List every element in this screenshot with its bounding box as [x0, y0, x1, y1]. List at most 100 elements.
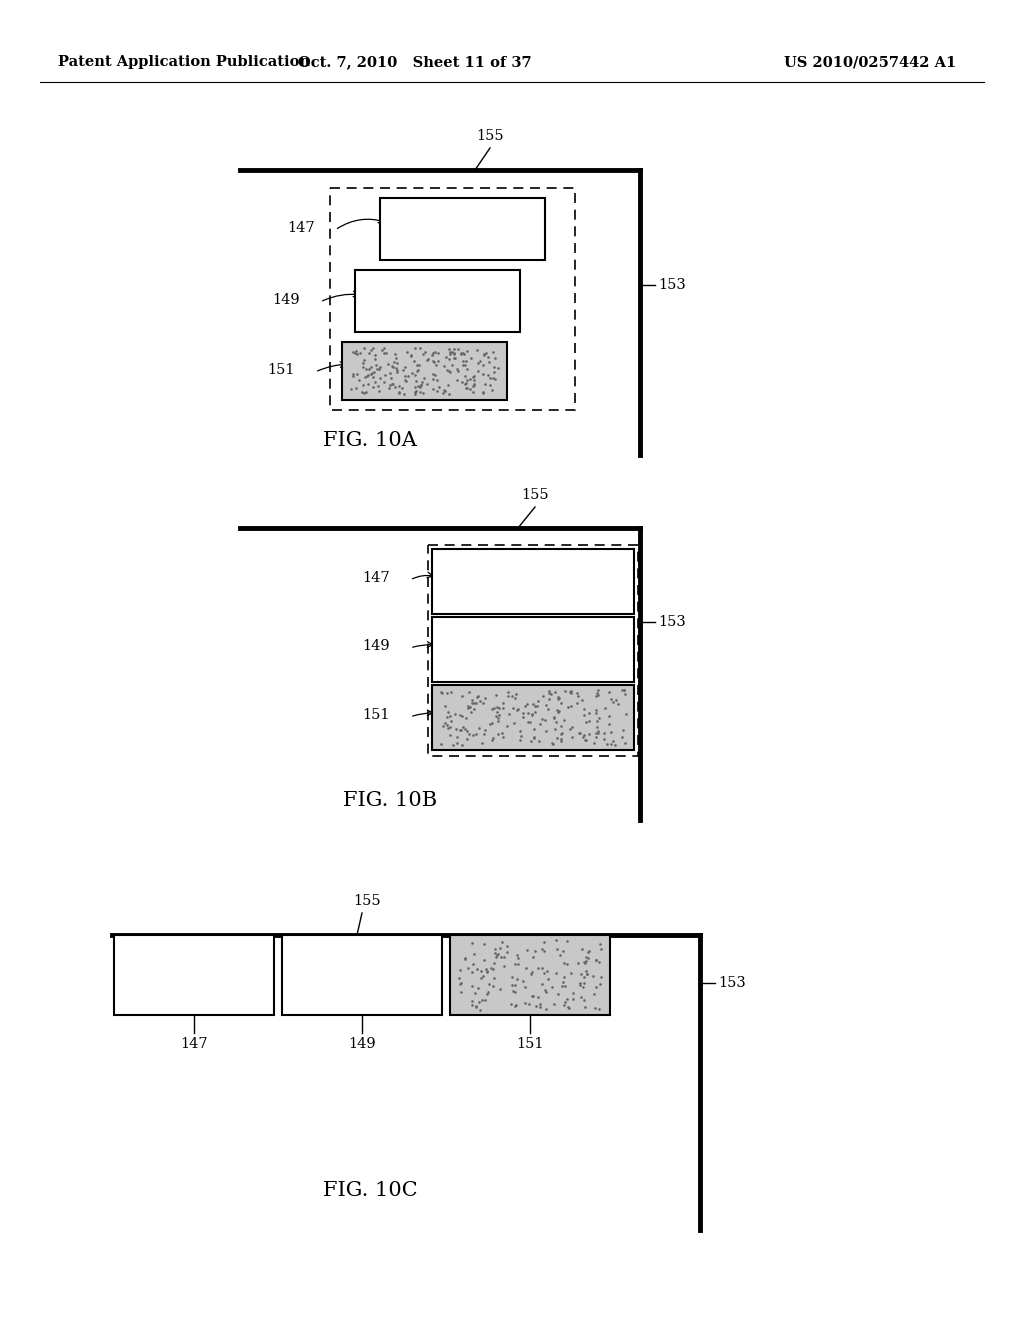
Point — [475, 383, 492, 404]
Point — [593, 966, 609, 987]
Point — [407, 376, 423, 397]
Point — [362, 339, 379, 360]
Point — [549, 939, 565, 960]
Point — [560, 997, 577, 1018]
Point — [411, 354, 427, 375]
Point — [494, 931, 510, 952]
Point — [608, 690, 625, 711]
Text: 151: 151 — [362, 708, 390, 722]
Point — [389, 359, 406, 380]
Point — [462, 368, 478, 389]
Point — [472, 351, 488, 372]
Point — [459, 378, 475, 399]
Point — [484, 729, 501, 750]
Point — [437, 696, 454, 717]
Point — [348, 363, 365, 384]
Point — [587, 998, 603, 1019]
Point — [374, 339, 390, 360]
Point — [588, 685, 604, 706]
Point — [501, 704, 517, 725]
Point — [504, 974, 520, 995]
Point — [457, 718, 473, 739]
Point — [520, 711, 537, 733]
Point — [360, 342, 377, 363]
Point — [483, 380, 500, 401]
Point — [429, 350, 445, 371]
Point — [407, 381, 423, 403]
Point — [579, 964, 595, 985]
Point — [578, 729, 594, 750]
Point — [427, 342, 443, 363]
Text: FIG. 10C: FIG. 10C — [323, 1180, 418, 1200]
Point — [525, 718, 542, 739]
Point — [615, 680, 632, 701]
Point — [589, 717, 605, 738]
Point — [449, 733, 465, 754]
Point — [488, 706, 505, 727]
Point — [521, 711, 538, 733]
Point — [577, 952, 593, 973]
Point — [553, 723, 569, 744]
Point — [572, 986, 589, 1007]
Point — [596, 729, 612, 750]
Point — [455, 717, 471, 738]
Point — [595, 722, 611, 743]
Point — [427, 364, 443, 385]
Point — [356, 337, 373, 358]
Point — [487, 347, 504, 368]
Point — [354, 381, 371, 403]
Point — [590, 722, 606, 743]
Point — [570, 685, 587, 706]
Point — [451, 360, 467, 381]
Point — [555, 994, 571, 1015]
Point — [591, 999, 607, 1020]
Point — [465, 375, 481, 396]
Point — [574, 726, 591, 747]
Point — [495, 693, 511, 714]
Point — [490, 710, 507, 731]
Point — [416, 368, 432, 389]
Point — [529, 957, 546, 978]
Point — [591, 952, 607, 973]
Point — [394, 360, 411, 381]
Point — [564, 717, 581, 738]
Point — [387, 347, 403, 368]
Point — [585, 965, 601, 986]
Point — [614, 726, 631, 747]
Point — [485, 958, 502, 979]
Point — [483, 698, 500, 719]
Point — [386, 351, 402, 372]
Point — [474, 989, 490, 1010]
Point — [454, 734, 470, 755]
Point — [541, 689, 557, 710]
Point — [384, 355, 400, 376]
Point — [581, 702, 597, 723]
Bar — [330, 187, 575, 411]
Point — [573, 690, 590, 711]
Point — [378, 342, 394, 363]
Point — [542, 680, 558, 701]
Point — [436, 713, 453, 734]
Point — [481, 375, 498, 396]
Point — [470, 977, 486, 998]
Point — [579, 730, 595, 751]
Point — [556, 680, 572, 701]
Point — [460, 696, 476, 717]
Point — [525, 726, 542, 747]
Point — [505, 698, 521, 719]
Point — [440, 384, 457, 405]
Point — [369, 358, 385, 379]
Point — [485, 367, 502, 388]
Point — [413, 374, 429, 395]
Point — [425, 379, 441, 400]
Point — [468, 692, 484, 713]
Point — [357, 367, 374, 388]
Point — [445, 343, 462, 364]
Point — [436, 380, 453, 401]
Point — [505, 981, 521, 1002]
Point — [457, 948, 473, 969]
Point — [464, 961, 480, 982]
Point — [459, 370, 475, 391]
Point — [507, 686, 523, 708]
Point — [580, 942, 596, 964]
